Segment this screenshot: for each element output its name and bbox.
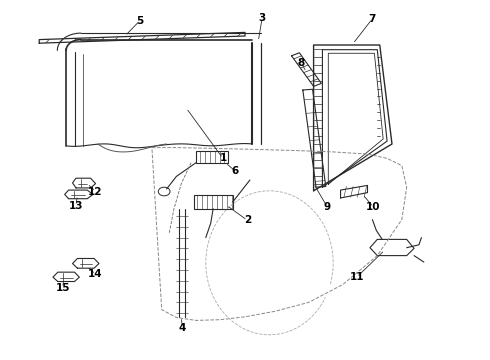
Text: 7: 7 (368, 14, 376, 24)
Text: 6: 6 (232, 166, 239, 176)
Text: 1: 1 (220, 153, 226, 163)
Text: 10: 10 (366, 202, 381, 212)
Bar (194, 195, 233, 209)
Text: 12: 12 (88, 186, 103, 197)
Text: 15: 15 (55, 283, 70, 293)
Text: 3: 3 (259, 13, 266, 23)
Text: 2: 2 (244, 215, 251, 225)
Text: 5: 5 (136, 16, 143, 26)
Text: 8: 8 (298, 58, 305, 68)
Text: 9: 9 (324, 202, 331, 212)
Text: 4: 4 (178, 323, 186, 333)
Bar (196, 151, 228, 163)
Text: 13: 13 (69, 201, 83, 211)
Text: 14: 14 (88, 269, 103, 279)
Text: 11: 11 (349, 272, 364, 282)
